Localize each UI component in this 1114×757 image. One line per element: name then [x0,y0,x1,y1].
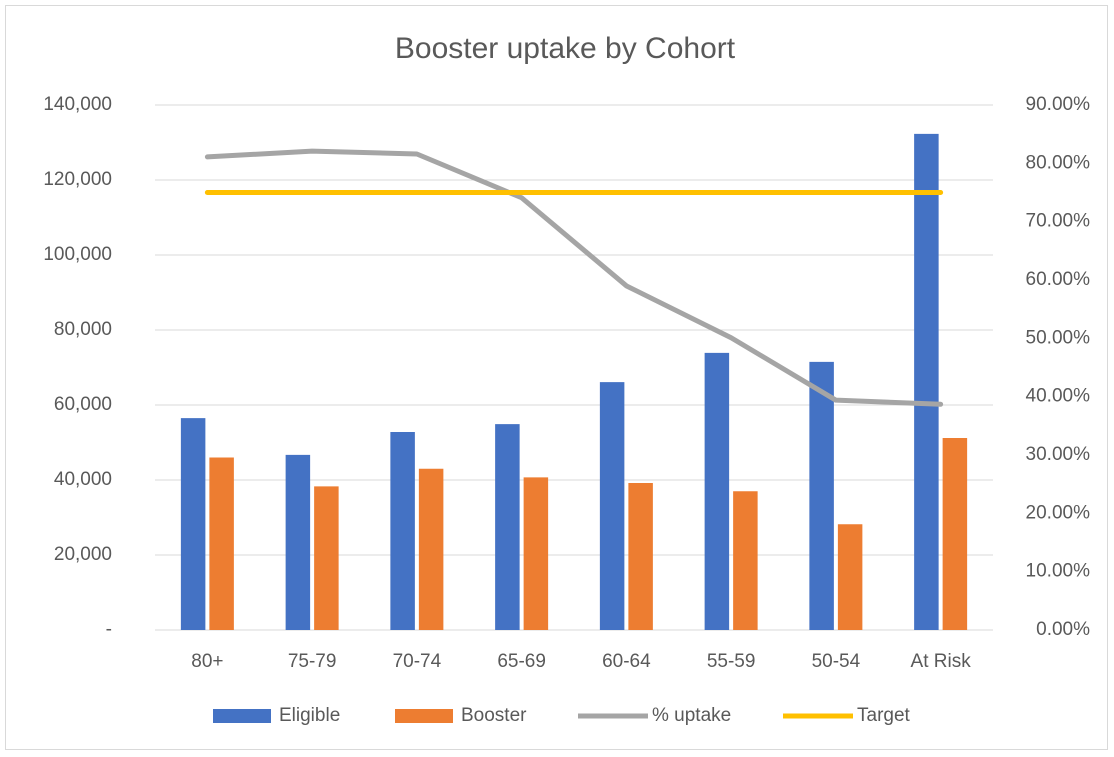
bar [495,424,520,630]
y2-tick-label: 60.00% [1026,269,1091,290]
x-tick-label: 55-59 [707,651,756,672]
bar [523,477,549,630]
bar [809,361,834,630]
x-tick-label: At Risk [911,651,972,672]
bar [837,524,863,630]
bar [628,483,653,630]
bar [285,454,311,630]
bar [180,418,206,630]
x-tick-label: 70-74 [393,651,442,672]
legend-label: % uptake [652,705,731,726]
legend-swatch [395,709,453,723]
bar [733,491,758,630]
y2-tick-label: 50.00% [1026,327,1091,348]
x-tick-label: 80+ [191,651,223,672]
bar [314,486,339,630]
y-tick-label: - [106,619,112,640]
y2-tick-label: 30.00% [1026,444,1091,465]
y2-tick-label: 0.00% [1036,619,1090,640]
legend-label: Target [857,705,911,726]
y-tick-label: 100,000 [43,244,112,265]
y2-tick-label: 20.00% [1026,502,1091,523]
line-series [204,148,944,407]
legend-label: Booster [461,705,527,726]
y-tick-label: 80,000 [54,319,112,340]
bar [704,352,730,630]
y-tick-label: 140,000 [43,94,112,115]
legend-swatch [213,709,271,723]
bar [390,432,415,630]
bar [599,382,625,630]
y2-tick-label: 90.00% [1026,94,1091,115]
legend-label: Eligible [279,705,340,726]
x-tick-label: 65-69 [497,651,546,672]
y-tick-label: 20,000 [54,544,112,565]
chart-title: Booster uptake by Cohort [395,32,736,65]
y2-tick-label: 40.00% [1026,386,1091,407]
bar [418,468,444,630]
y2-tick-label: 80.00% [1026,152,1091,173]
y-tick-label: 40,000 [54,469,112,490]
bar [209,457,234,630]
x-tick-label: 60-64 [602,651,651,672]
y2-tick-label: 10.00% [1026,561,1091,582]
x-tick-label: 75-79 [288,651,337,672]
bar [914,133,939,630]
x-tick-label: 50-54 [812,651,861,672]
chart-border [5,5,1108,750]
y2-tick-label: 70.00% [1026,211,1091,232]
y-tick-label: 120,000 [43,169,112,190]
y-tick-label: 60,000 [54,394,112,415]
bar [942,438,968,630]
